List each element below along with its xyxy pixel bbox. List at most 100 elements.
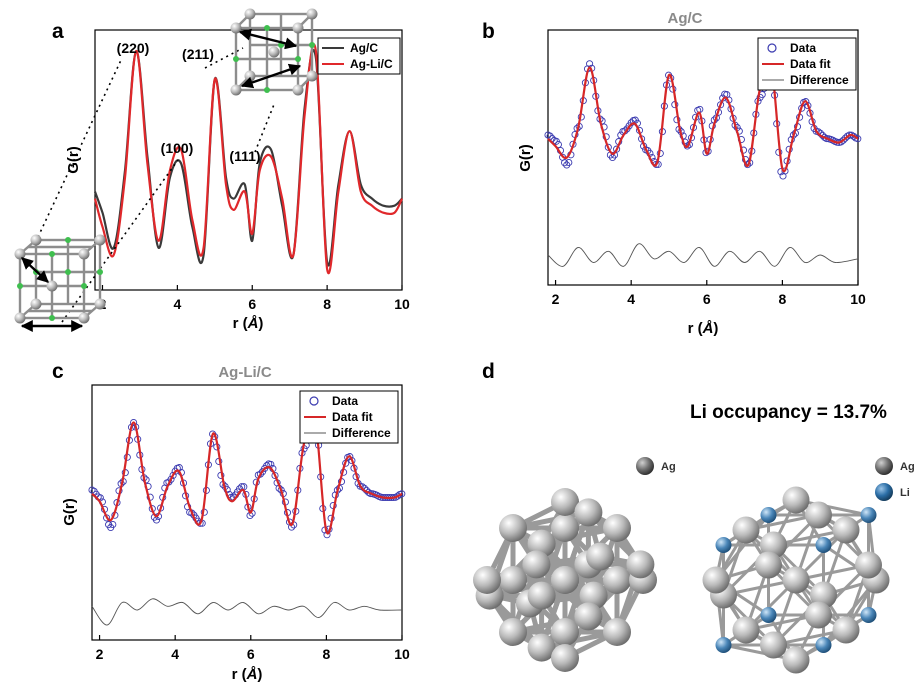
- peak-label-220: (220): [117, 40, 150, 56]
- x-tick-label-c: 10: [394, 646, 410, 662]
- data-point: [696, 105, 704, 113]
- series-line-ag-li-c-a: [93, 43, 403, 274]
- data-point: [739, 146, 748, 154]
- ag-atom: [832, 516, 860, 544]
- data-point: [561, 159, 569, 167]
- ag-li-cluster: [702, 486, 890, 674]
- plot-frame-b: [547, 29, 859, 286]
- data-point: [604, 143, 612, 151]
- ag-atom: [551, 644, 579, 672]
- ag-atom: [551, 488, 579, 516]
- x-axis-label-b: r (Å): [688, 320, 719, 337]
- peak-label-111: (111): [229, 148, 260, 164]
- ag-atom: [551, 566, 579, 594]
- series-line-difference-c: [91, 598, 403, 626]
- peak-label-211: (211): [182, 46, 214, 62]
- chart-title-c: Ag-Li/C: [218, 364, 271, 381]
- ag-atom: [702, 566, 730, 594]
- data-point: [546, 132, 554, 140]
- legend-ag-atom-left: [636, 457, 654, 475]
- chart-c: Ag-Li/C 2 4 6 8 10 Data Data fit Difference G(r…: [61, 364, 410, 683]
- peak-label-100: (100): [161, 140, 194, 156]
- unit-cell-inset-top: [230, 8, 318, 96]
- li-atom: [860, 507, 877, 523]
- data-point: [839, 136, 847, 144]
- ag-atom: [499, 566, 527, 594]
- ag-atom: [499, 514, 527, 542]
- x-tick-label-b: 4: [627, 291, 635, 307]
- ag-atom: [855, 551, 882, 579]
- data-point: [850, 132, 858, 140]
- x-tick-label-b: 8: [778, 291, 786, 307]
- bond: [822, 578, 878, 647]
- x-tick-label-a: 6: [248, 296, 256, 312]
- legend-label: Difference: [790, 73, 849, 87]
- ag-atom: [626, 550, 655, 579]
- legend-li-label-right: Li: [900, 487, 910, 499]
- plot-area-b: 2 4 6 8 10 Data Data fit Difference: [544, 37, 866, 307]
- x-axis-label-a: r (Å): [233, 315, 264, 332]
- bond-arrow-top-1: [238, 28, 298, 50]
- data-point: [565, 158, 573, 167]
- crystal-structures: Li occupancy = 13.7% Ag Ag Li: [473, 402, 915, 674]
- x-tick-label-c: 8: [322, 646, 330, 662]
- legend-label: Ag/C: [350, 41, 378, 55]
- ag-atom: [522, 550, 551, 579]
- data-point: [744, 161, 752, 169]
- bond-arrow-diagonal: [21, 257, 49, 283]
- chart-a: 246810Ag/CAg-Li/C G(r) r (Å) (220) (211)…: [37, 29, 410, 332]
- panel-label-a: a: [52, 20, 64, 43]
- legend-label: Data: [332, 394, 358, 408]
- data-point: [346, 453, 354, 461]
- data-point: [394, 492, 402, 500]
- data-point: [613, 145, 621, 153]
- data-point: [802, 98, 810, 106]
- panel-label-c: c: [52, 360, 64, 383]
- plot-frame-c: [91, 384, 403, 641]
- data-point: [109, 520, 117, 529]
- li-atom: [760, 507, 777, 523]
- x-tick-label-c: 6: [247, 646, 255, 662]
- legend-label: Ag-Li/C: [350, 57, 393, 71]
- ag-atom: [782, 566, 810, 594]
- series-line-data-fit-c: [91, 413, 403, 535]
- legend-label: Data fit: [332, 410, 373, 424]
- data-point: [854, 135, 862, 143]
- data-point: [167, 475, 175, 483]
- data-point: [779, 172, 787, 180]
- legend-marker: [309, 396, 319, 406]
- x-tick-label-a: 8: [323, 296, 331, 312]
- ag-atom: [527, 581, 556, 610]
- data-point: [88, 486, 96, 494]
- legend-ag-label-right: Ag: [900, 461, 915, 473]
- unit-cell-inset-left: [14, 234, 106, 332]
- data-point: [169, 471, 177, 479]
- chart-title-b: Ag/C: [668, 10, 703, 27]
- li-occupancy-text: Li occupancy = 13.7%: [690, 402, 887, 423]
- li-atom: [760, 607, 777, 623]
- legend-label: Difference: [332, 426, 391, 440]
- ag-atom: [574, 498, 603, 527]
- ag-atom: [473, 566, 501, 594]
- x-tick-label-a: 4: [173, 296, 181, 312]
- ag-atom: [551, 514, 579, 542]
- cell-atoms: [14, 234, 106, 324]
- ag-atom: [732, 516, 760, 544]
- li-atom: [815, 637, 832, 653]
- ag-cluster: [473, 488, 657, 672]
- li-atom: [715, 637, 732, 653]
- li-atom: [860, 607, 877, 623]
- li-atom: [715, 537, 732, 553]
- legend-box-a: [317, 37, 401, 75]
- ag-atom: [603, 618, 631, 646]
- data-point: [563, 161, 571, 169]
- legend-ag-label-left: Ag: [661, 461, 676, 473]
- ag-atom: [586, 542, 615, 571]
- ag-atom: [782, 486, 810, 514]
- legend-li-atom-right: [875, 483, 893, 501]
- ag-atom: [551, 618, 579, 646]
- x-tick-label-b: 2: [552, 291, 560, 307]
- x-tick-label-c: 4: [171, 646, 179, 662]
- ag-atom: [574, 602, 603, 631]
